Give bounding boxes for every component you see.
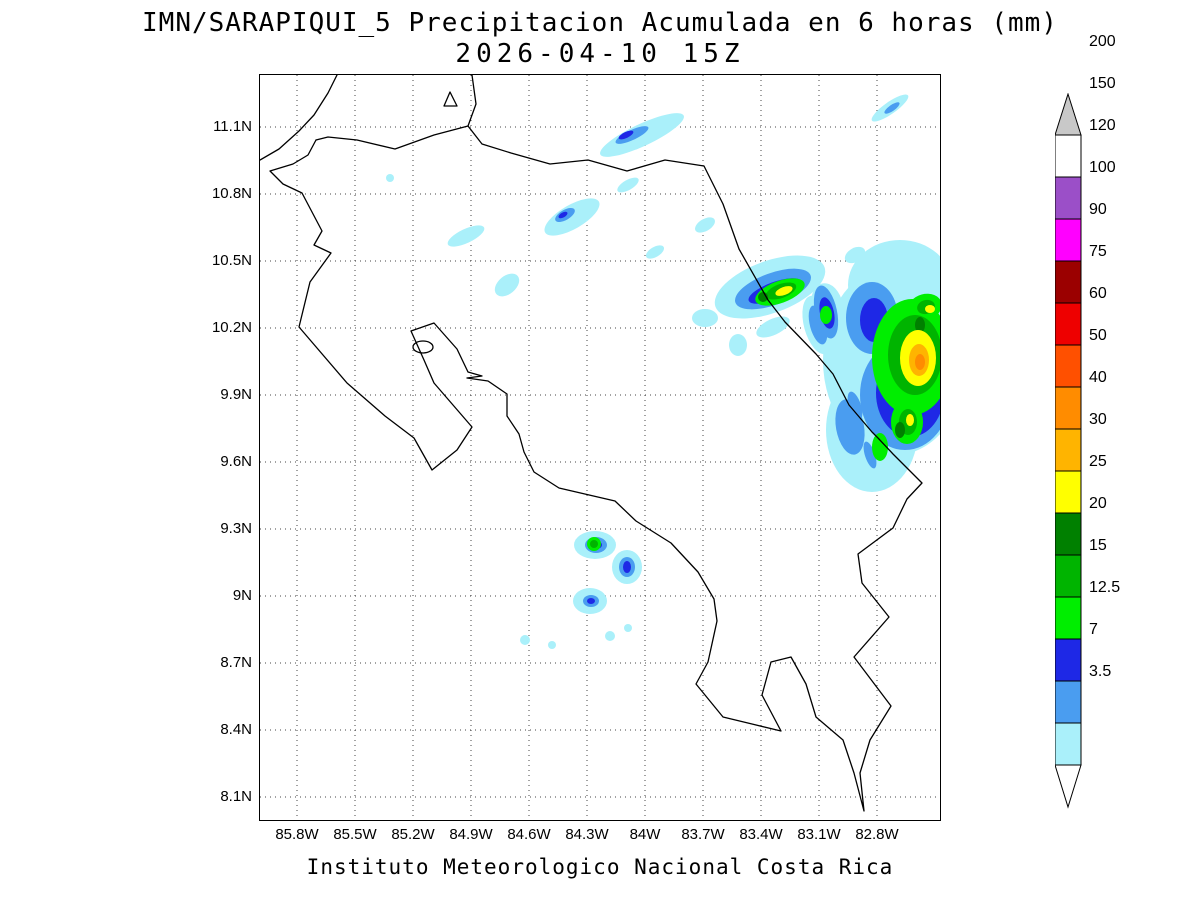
lon-axis-label: 83.4W <box>739 826 783 843</box>
credit-line: Instituto Meteorologico Nacional Costa R… <box>306 855 894 879</box>
colorbar-tick-label: 90 <box>1089 201 1107 218</box>
colorbar-svg <box>1054 92 1082 809</box>
lat-axis-label: 10.5N <box>211 252 252 269</box>
colorbar-tick-label: 120 <box>1089 117 1116 134</box>
lake-island-outline <box>443 91 458 107</box>
colorbar-cell <box>1054 638 1082 682</box>
colorbar-cell <box>1054 386 1082 430</box>
colorbar-cell <box>1054 680 1082 724</box>
lake-nicaragua-shore <box>259 74 338 161</box>
colorbar-tick-label: 40 <box>1089 369 1107 386</box>
colorbar-tick-label: 3.5 <box>1089 663 1112 680</box>
colorbar-labels: 200 150 120 100 90 75 60 50 40 30 25 20 15 12.5 7 3.5 <box>1089 0 1159 900</box>
colorbar-cell <box>1054 722 1082 766</box>
colorbar-cell <box>1054 428 1082 472</box>
colorbar-cell <box>1054 218 1082 262</box>
colorbar-cell <box>1054 596 1082 640</box>
lon-axis-label: 84.9W <box>449 826 493 843</box>
lon-axis-label: 83.7W <box>681 826 725 843</box>
valid-time: 2026-04-10 15Z <box>455 39 745 69</box>
lat-axis-label: 10.8N <box>211 185 252 202</box>
colorbar-tick-label: 7 <box>1089 621 1098 638</box>
colorbar-cell <box>1054 512 1082 556</box>
lat-axis-label: 8.4N <box>220 721 252 738</box>
lon-axis-label: 85.5W <box>333 826 377 843</box>
lon-axis-label: 85.8W <box>275 826 319 843</box>
lon-axis-label: 83.1W <box>797 826 841 843</box>
colorbar-tick-label: 100 <box>1089 159 1116 176</box>
colorbar-below-min-triangle <box>1054 764 1082 809</box>
colorbar-cell <box>1054 176 1082 220</box>
precip-level-3-5mm <box>386 94 967 649</box>
colorbar <box>1054 92 1083 809</box>
chira-island-outline <box>412 340 434 354</box>
colorbar-tick-label: 15 <box>1089 537 1107 554</box>
colorbar-cells <box>1054 134 1082 766</box>
map-svg <box>259 74 967 820</box>
lat-axis-label: 9.6N <box>220 453 252 470</box>
colorbar-tick-label: 200 <box>1089 33 1116 50</box>
coastlines <box>259 74 923 812</box>
latitude-axis: 11.1N 10.8N 10.5N 10.2N 9.9N 9.6N 9.3N 9N 8.7N 8.… <box>186 75 252 820</box>
colorbar-tick-label: 12.5 <box>1089 579 1121 596</box>
colorbar-tick-label: 30 <box>1089 411 1107 428</box>
page-title: IMN/SARAPIQUI_5 Precipitacion Acumulada … <box>142 8 1058 38</box>
lon-axis-label: 84.6W <box>507 826 551 843</box>
lon-axis-label: 84.3W <box>565 826 609 843</box>
colorbar-cell <box>1054 302 1082 346</box>
colorbar-tick-label: 60 <box>1089 285 1107 302</box>
colorbar-cell <box>1054 470 1082 514</box>
colorbar-cell <box>1054 344 1082 388</box>
lat-axis-label: 9N <box>232 587 252 604</box>
colorbar-tick-label: 50 <box>1089 327 1107 344</box>
lon-axis-label: 84W <box>629 826 661 843</box>
colorbar-tick-label: 25 <box>1089 453 1107 470</box>
precip-level-25mm <box>758 292 925 438</box>
colorbar-cell <box>1054 260 1082 304</box>
lat-axis-label: 10.2N <box>211 319 252 336</box>
lat-axis-label: 9.9N <box>220 386 252 403</box>
longitude-axis: 85.8W 85.5W 85.2W 84.9W 84.6W 84.3W 84W 83.7W 83… <box>260 826 940 846</box>
lon-axis-label: 82.8W <box>855 826 899 843</box>
lat-axis-label: 9.3N <box>220 520 252 537</box>
colorbar-above-max-triangle <box>1054 92 1082 136</box>
colorbar-tick-label: 150 <box>1089 75 1116 92</box>
map-frame <box>259 74 967 821</box>
colorbar-cell <box>1054 134 1082 178</box>
colorbar-tick-label: 20 <box>1089 495 1107 512</box>
lon-axis-label: 85.2W <box>391 826 435 843</box>
precip-level-50mm <box>915 354 925 370</box>
lat-axis-label: 8.7N <box>220 654 252 671</box>
colorbar-tick-label: 75 <box>1089 243 1107 260</box>
lat-axis-label: 8.1N <box>220 788 252 805</box>
costa-rica-outline <box>269 74 923 812</box>
colorbar-cell <box>1054 554 1082 598</box>
lat-axis-label: 11.1N <box>213 118 252 135</box>
nicaragua-border <box>315 125 469 150</box>
